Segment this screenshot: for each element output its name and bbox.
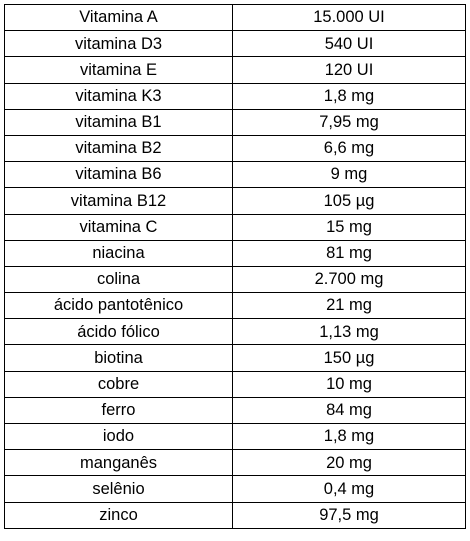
table-row: vitamina D3 540 UI [4,30,466,58]
nutrient-amount-cell: 21 mg [232,292,466,320]
nutrient-name-cell: ácido fólico [4,318,233,346]
table-row: ferro 84 mg [4,396,466,425]
nutrient-name-cell: niacina [4,239,233,267]
table-row: manganês 20 mg [4,449,466,477]
nutrient-name-cell: vitamina K3 [4,82,233,110]
table-row: cobre 10 mg [4,370,466,398]
nutrient-name-cell: vitamina E [4,56,233,84]
nutrient-name-cell: zinco [4,501,233,529]
nutrient-amount-cell: 150 µg [232,344,466,372]
nutrient-amount-cell: 81 mg [232,239,466,267]
nutrient-name-cell: vitamina B6 [4,161,233,189]
nutrient-name-cell: ácido pantotênico [4,292,233,320]
nutrient-name-cell: vitamina B12 [4,187,233,215]
nutrient-table-body: Vitamina A 15.000 UI vitamina D3 540 UI vi… [4,3,466,529]
table-row: colina 2.700 mg [4,265,466,294]
nutrient-name-cell: cobre [4,370,233,398]
nutrient-amount-cell: 20 mg [232,449,466,477]
nutrient-name-cell: colina [4,265,233,294]
nutrient-amount-cell: 10 mg [232,370,466,398]
nutrient-amount-cell: 120 UI [232,56,466,84]
table-row: zinco 97,5 mg [4,501,466,529]
table-row: selênio 0,4 mg [4,475,466,503]
nutrient-amount-cell: 1,13 mg [232,318,466,346]
table-row: vitamina B6 9 mg [4,161,466,189]
nutrient-name-cell: selênio [4,475,233,503]
nutrient-name-cell: manganês [4,449,233,477]
nutrient-amount-cell: 97,5 mg [232,501,466,529]
nutrient-amount-cell: 15.000 UI [232,3,466,32]
nutrient-name-cell: Vitamina A [4,3,233,32]
nutrient-amount-cell: 15 mg [232,213,466,241]
table-row: Vitamina A 15.000 UI [4,3,466,32]
table-row: vitamina B12 105 µg [4,187,466,215]
nutrient-name-cell: vitamina D3 [4,30,233,58]
table-row: ácido pantotênico 21 mg [4,292,466,320]
nutrient-table: Vitamina A 15.000 UI vitamina D3 540 UI vi… [4,3,466,529]
table-row: vitamina K3 1,8 mg [4,82,466,110]
nutrient-name-cell: biotina [4,344,233,372]
nutrient-amount-cell: 0,4 mg [232,475,466,503]
nutrient-amount-cell: 7,95 mg [232,108,466,136]
table-row: vitamina E 120 UI [4,56,466,84]
table-row: ácido fólico 1,13 mg [4,318,466,346]
table-row: biotina 150 µg [4,344,466,372]
table-row: vitamina C 15 mg [4,213,466,241]
nutrient-name-cell: iodo [4,422,233,451]
nutrient-amount-cell: 105 µg [232,187,466,215]
table-row: iodo 1,8 mg [4,422,466,451]
nutrient-amount-cell: 6,6 mg [232,134,466,163]
nutrient-amount-cell: 540 UI [232,30,466,58]
table-row: vitamina B1 7,95 mg [4,108,466,136]
table-row: vitamina B2 6,6 mg [4,134,466,163]
nutrient-amount-cell: 1,8 mg [232,82,466,110]
nutrient-amount-cell: 1,8 mg [232,422,466,451]
nutrient-name-cell: vitamina B1 [4,108,233,136]
nutrient-amount-cell: 2.700 mg [232,265,466,294]
nutrient-amount-cell: 84 mg [232,396,466,425]
nutrient-name-cell: vitamina B2 [4,134,233,163]
nutrient-name-cell: vitamina C [4,213,233,241]
nutrient-name-cell: ferro [4,396,233,425]
nutrient-table-container: Vitamina A 15.000 UI vitamina D3 540 UI vi… [4,3,466,529]
table-row: niacina 81 mg [4,239,466,267]
nutrient-amount-cell: 9 mg [232,161,466,189]
